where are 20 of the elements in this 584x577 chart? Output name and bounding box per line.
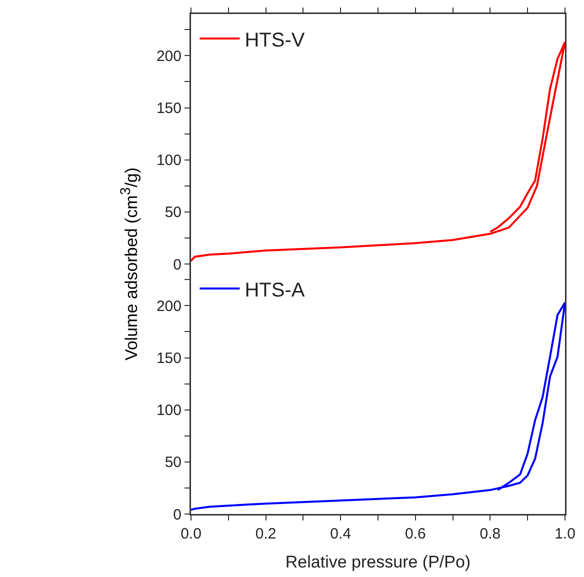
legend-label: HTS-V bbox=[244, 29, 306, 52]
x-tick-label: 0.8 bbox=[480, 526, 501, 542]
y-tick-label: 150 bbox=[156, 100, 182, 117]
x-tick-label: 1.0 bbox=[554, 526, 576, 542]
y-tick-label: 100 bbox=[156, 402, 182, 420]
x-tick-label: 0.4 bbox=[330, 526, 352, 542]
y-tick-label: 100 bbox=[156, 152, 182, 170]
y-tick-label: 200 bbox=[156, 48, 182, 65]
x-tick-label: 0.0 bbox=[180, 526, 202, 542]
x-tick-label: 0.2 bbox=[255, 526, 276, 542]
legend-label: HTS-A bbox=[244, 279, 306, 302]
y-tick-label: 150 bbox=[156, 350, 182, 367]
y-tick-label: 200 bbox=[156, 298, 182, 315]
y-tick-label: 50 bbox=[164, 454, 182, 472]
x-tick-label: 0.6 bbox=[404, 526, 426, 542]
line-series bbox=[191, 302, 565, 511]
y-tick-label: 0 bbox=[173, 256, 182, 274]
y-tick-label: 0 bbox=[173, 506, 182, 524]
x-axis-title: Relative pressure (P/Po) bbox=[285, 552, 471, 572]
y-tick-label: 50 bbox=[164, 204, 182, 222]
